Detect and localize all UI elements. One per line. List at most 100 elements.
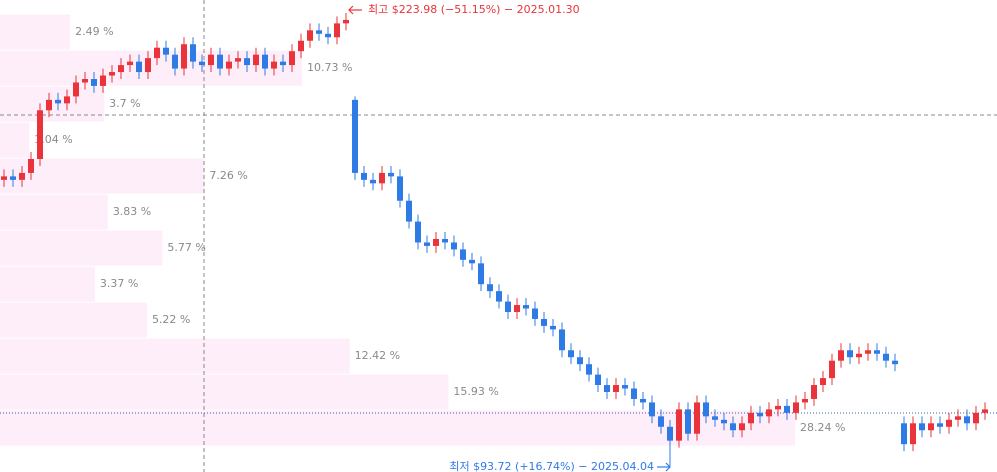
candle-body [829, 360, 835, 379]
candle-body [370, 179, 376, 184]
candle-body [865, 350, 871, 354]
candle-body [397, 176, 403, 201]
candle-body [424, 242, 430, 246]
candle-body [847, 350, 853, 358]
profile-bar [0, 410, 795, 446]
candle-body [406, 200, 412, 222]
candle-body [514, 305, 520, 313]
candle-body [190, 44, 196, 62]
candle-body [136, 61, 142, 73]
candle-body [496, 291, 502, 302]
candles [1, 13, 988, 466]
candle-body [442, 238, 448, 243]
candle-body [559, 329, 565, 351]
candle-body [1, 176, 7, 180]
candle-body [199, 61, 205, 66]
profile-label: 28.24 % [800, 421, 845, 434]
candle-body [685, 409, 691, 434]
candle-body [775, 405, 781, 410]
profile-bar [0, 266, 95, 302]
candle-body [19, 172, 25, 180]
candle-body [622, 385, 628, 389]
candle-body [811, 385, 817, 399]
candle-body [352, 99, 358, 173]
candle-body [838, 350, 844, 361]
candle-body [694, 402, 700, 434]
candle-body [37, 110, 43, 159]
candle-body [982, 409, 988, 413]
profile-bar [0, 302, 147, 338]
candle-body [127, 61, 133, 66]
profile-label: 7.26 % [209, 169, 247, 182]
candle-body [361, 172, 367, 180]
candle-body [712, 416, 718, 420]
candle-body [100, 75, 106, 86]
candle-body [478, 263, 484, 285]
candle-body [919, 423, 925, 431]
candle-body [235, 58, 241, 62]
candle-body [109, 72, 115, 76]
candle-body [928, 423, 934, 431]
high-label: 최고 $223.98 (−51.15%) − 2025.01.30 [368, 3, 580, 16]
candle-body [388, 172, 394, 177]
candle-body [280, 61, 286, 66]
low-label: 최저 $93.72 (+16.74%) − 2025.04.04 [449, 460, 654, 472]
candle-body [676, 409, 682, 441]
candle-body [595, 374, 601, 386]
profile-bar [0, 14, 71, 50]
candle-body [262, 54, 268, 69]
candle-body [649, 402, 655, 417]
candle-body [379, 172, 385, 184]
candle-body [523, 305, 529, 309]
profile-label: 5.77 % [167, 241, 205, 254]
candle-body [343, 19, 349, 24]
candle-body [334, 23, 340, 38]
candle-body [640, 398, 646, 403]
candle-body [730, 423, 736, 431]
candle-body [577, 357, 583, 365]
candle-body [955, 416, 961, 420]
profile-label: 3.37 % [100, 277, 138, 290]
candle-body [883, 353, 889, 361]
candle-body [766, 409, 772, 417]
candle-body [586, 364, 592, 375]
candle-body [226, 61, 232, 69]
volume-profile: 2.49 % 10.73 % 3.7 % 1.04 % 7.26 % 3.83 % 5.77… [0, 14, 845, 446]
profile-label: 15.93 % [453, 385, 498, 398]
candle-body [253, 54, 259, 66]
candle-body [217, 54, 223, 69]
candle-body [316, 30, 322, 34]
profile-bar [0, 194, 108, 230]
profile-label: 3.83 % [113, 205, 151, 218]
profile-bar [0, 50, 303, 86]
profile-label: 1.04 % [34, 133, 72, 146]
profile-bar [0, 158, 205, 194]
candle-body [208, 54, 214, 66]
profile-bar [0, 122, 30, 158]
candle-body [10, 176, 16, 180]
profile-bar [0, 374, 449, 410]
candle-body [28, 158, 34, 173]
candle-body [172, 54, 178, 69]
candle-body [631, 388, 637, 399]
candle-body [964, 416, 970, 424]
candle-body [739, 423, 745, 431]
candle-body [91, 79, 97, 86]
candle-body [415, 221, 421, 243]
candle-body [802, 398, 808, 403]
candle-body [721, 419, 727, 424]
candle-body [55, 99, 61, 104]
candle-body [469, 259, 475, 264]
candle-body [856, 353, 862, 358]
candle-body [307, 30, 313, 41]
candle-body [289, 51, 295, 66]
candle-body [973, 412, 979, 424]
candle-body [82, 79, 88, 83]
candle-body [604, 385, 610, 392]
candle-body [325, 33, 331, 38]
candle-body [901, 423, 907, 445]
candle-body [757, 412, 763, 417]
candle-body [451, 242, 457, 250]
